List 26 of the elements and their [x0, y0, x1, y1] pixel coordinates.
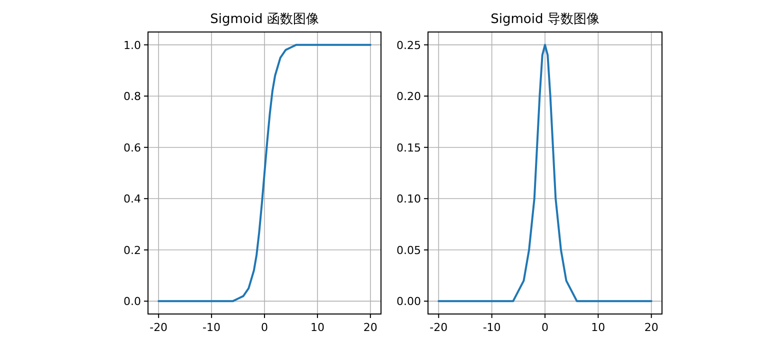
x-tick-label: 10 — [310, 321, 324, 334]
chart-title: Sigmoid 导数图像 — [490, 12, 600, 27]
x-tick-label: -20 — [150, 321, 168, 334]
y-tick-label: 0.05 — [396, 244, 421, 257]
y-tick-label: 0.2 — [124, 244, 141, 257]
y-tick-label: 0.00 — [396, 295, 421, 308]
x-tick-label: 20 — [363, 321, 378, 334]
line-series — [438, 44, 652, 302]
y-tick-label: 0.4 — [124, 192, 141, 206]
chart-title: Sigmoid 函数图像 — [210, 12, 319, 27]
y-tick-label: 0.20 — [396, 90, 421, 104]
y-tick-label: 0.6 — [124, 141, 141, 154]
y-tick-label: 0.10 — [396, 192, 421, 206]
x-tick-label: 0 — [542, 321, 548, 334]
x-tick-label: -10 — [482, 321, 501, 334]
y-tick-label: 0.8 — [124, 90, 141, 104]
y-tick-label: 0.15 — [396, 141, 421, 154]
y-tick-label: 0.0 — [124, 295, 141, 308]
y-tick-label: 1.0 — [124, 38, 141, 52]
x-tick-label: 0 — [261, 321, 268, 334]
y-tick-label: 0.25 — [396, 38, 421, 52]
x-tick-label: -20 — [430, 321, 448, 334]
x-tick-label: -10 — [202, 321, 221, 334]
line-series — [158, 44, 372, 302]
x-tick-label: 10 — [591, 321, 606, 334]
x-tick-label: 20 — [644, 321, 658, 334]
